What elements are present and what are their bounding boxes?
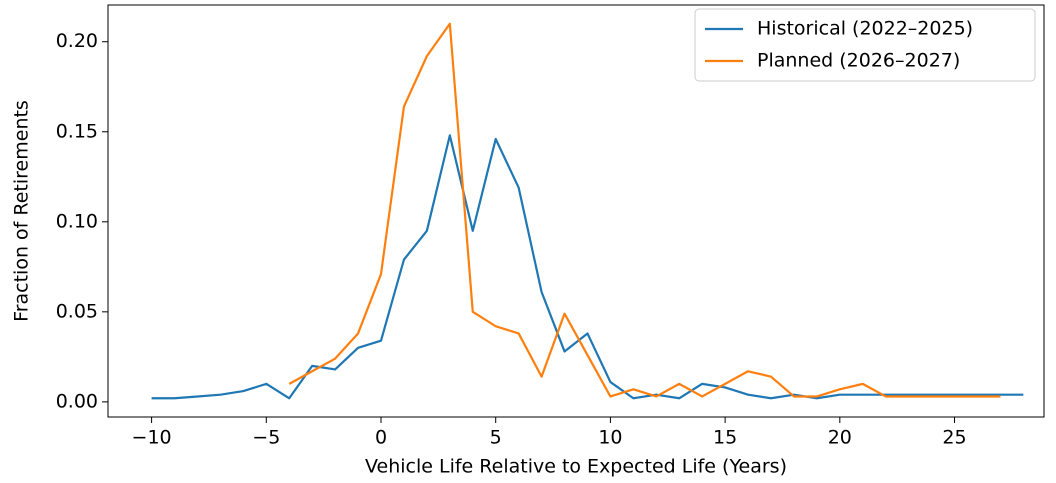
- x-tick-label: 20: [828, 427, 852, 449]
- x-tick-label: 25: [942, 427, 966, 449]
- y-tick-label: 0.10: [56, 210, 98, 232]
- x-tick-label: −5: [252, 427, 280, 449]
- series-line: [151, 134, 1024, 400]
- x-axis-label: Vehicle Life Relative to Expected Life (…: [365, 456, 787, 478]
- y-tick-label: 0.05: [56, 300, 98, 322]
- y-tick-label: 0.15: [56, 120, 98, 142]
- y-tick-label: 0.00: [56, 390, 98, 412]
- y-tick-label: 0.20: [56, 30, 98, 52]
- x-tick-label: −10: [132, 427, 172, 449]
- x-tick-label: 10: [598, 427, 622, 449]
- x-tick-label: 0: [375, 427, 387, 449]
- series-line: [288, 22, 1001, 398]
- x-tick-label: 15: [713, 427, 737, 449]
- legend-label: Historical (2022–2025): [757, 18, 973, 40]
- legend-label: Planned (2026–2027): [757, 50, 960, 72]
- y-axis-label: Fraction of Retirements: [11, 100, 33, 322]
- x-tick-label: 5: [490, 427, 502, 449]
- legend-box: [694, 8, 1036, 82]
- plot-frame: [107, 4, 1045, 418]
